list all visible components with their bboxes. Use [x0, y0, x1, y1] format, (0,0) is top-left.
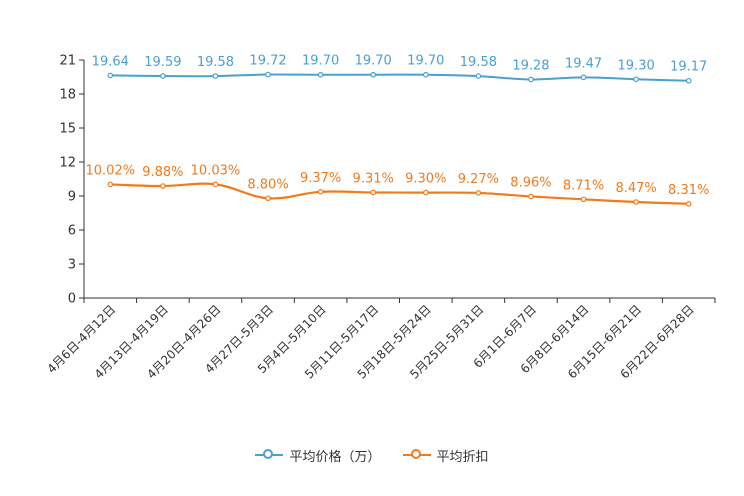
series-line	[110, 182, 689, 205]
data-point	[580, 196, 587, 203]
y-tick-label: 0	[68, 292, 76, 307]
data-label: 8.96%	[510, 175, 551, 190]
data-label: 19.58	[197, 55, 234, 70]
data-label: 8.71%	[563, 178, 604, 193]
data-point	[370, 189, 377, 196]
y-tick-label: 3	[68, 258, 76, 273]
data-point	[265, 195, 271, 202]
data-label: 9.30%	[405, 172, 446, 187]
series-price: 19.64 19.59 19.58 19.72 19.70 19.70 19.70 19.58…	[92, 54, 707, 84]
line-chart: 0 3 6 9 12 15 18 21 4月6日-4月12日4月13日-4月19日4月20日-…	[45, 54, 716, 382]
data-point	[265, 71, 271, 78]
y-tick-label: 15	[59, 122, 76, 137]
legend-label-price: 平均价格（万）	[289, 449, 381, 465]
data-label: 10.03%	[191, 163, 241, 178]
data-label: 19.28	[512, 58, 549, 73]
data-point	[580, 74, 587, 81]
x-axis-ticks: 4月6日-4月12日4月13日-4月19日4月20日-4月26日4月27日-5月…	[45, 298, 716, 382]
data-label: 19.72	[249, 54, 286, 69]
data-point	[107, 72, 114, 79]
data-point	[475, 190, 482, 196]
data-label: 19.59	[144, 55, 181, 70]
y-tick-label: 6	[68, 224, 76, 239]
data-label: 9.31%	[353, 171, 394, 186]
data-label: 19.70	[302, 54, 339, 69]
data-label: 9.37%	[300, 171, 341, 186]
data-point	[212, 181, 219, 188]
data-point	[475, 73, 482, 79]
series-discount: 10.02% 9.88% 10.03% 8.80% 9.37% 9.31% 9.30% 9.2…	[86, 163, 709, 207]
legend-label-discount: 平均折扣	[436, 449, 489, 465]
data-label: 19.58	[460, 55, 497, 70]
data-point	[528, 76, 534, 83]
data-label: 19.70	[407, 54, 444, 69]
data-label: 8.31%	[668, 183, 709, 198]
data-point	[633, 199, 639, 205]
y-tick-label: 9	[68, 190, 76, 205]
data-point	[685, 201, 692, 207]
data-label: 8.80%	[247, 177, 288, 192]
data-label: 19.30	[618, 58, 655, 73]
y-tick-label: 18	[59, 88, 76, 103]
data-label: 9.27%	[458, 172, 499, 187]
data-label: 19.17	[670, 60, 707, 75]
data-point	[160, 183, 166, 189]
data-point	[422, 189, 429, 196]
data-label: 19.64	[92, 54, 129, 69]
legend-item-discount[interactable]: 平均折扣	[402, 446, 489, 465]
series-line	[110, 73, 689, 82]
y-axis-ticks: 0 3 6 9 12 15 18 21	[59, 54, 84, 307]
data-point	[528, 193, 534, 200]
data-point	[685, 77, 692, 84]
data-point	[160, 73, 166, 79]
y-tick-label: 12	[59, 156, 76, 171]
legend-swatch-price-icon	[255, 448, 284, 462]
data-label: 19.47	[565, 56, 602, 71]
data-label: 9.88%	[142, 165, 183, 180]
data-point	[212, 73, 219, 79]
legend-item-price[interactable]: 平均价格（万）	[255, 446, 381, 465]
series-layer: 19.64 19.59 19.58 19.72 19.70 19.70 19.70 19.58…	[86, 54, 709, 207]
data-point	[633, 76, 639, 83]
data-point	[107, 181, 114, 188]
data-point	[422, 71, 429, 78]
legend-swatch-discount-icon	[402, 448, 431, 462]
data-point	[317, 189, 324, 195]
data-label: 10.02%	[86, 163, 136, 178]
data-label: 19.70	[355, 54, 392, 69]
legend: 平均价格（万） 平均折扣	[0, 444, 744, 466]
y-tick-label: 21	[59, 54, 76, 69]
data-point	[370, 71, 377, 78]
data-label: 8.47%	[615, 181, 656, 196]
data-point	[317, 71, 324, 78]
